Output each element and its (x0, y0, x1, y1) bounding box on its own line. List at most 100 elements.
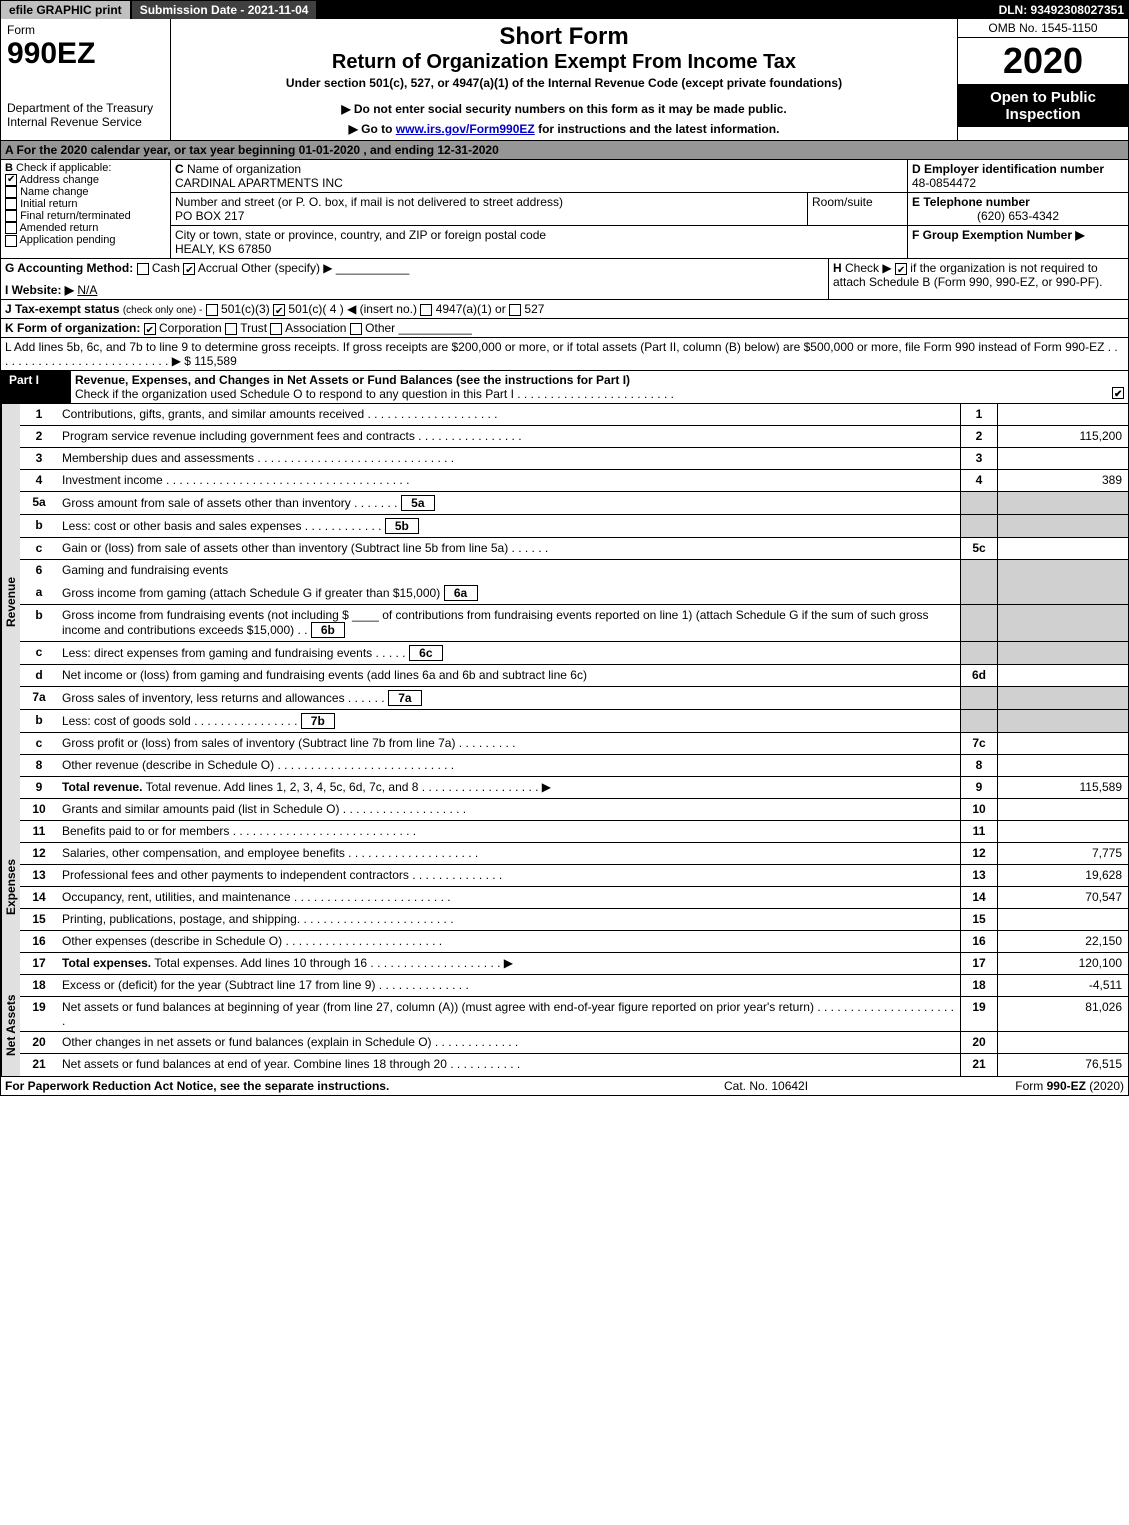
form-990ez: efile GRAPHIC print Submission Date - 20… (0, 0, 1129, 1096)
irs-link[interactable]: www.irs.gov/Form990EZ (396, 122, 535, 136)
line-12-amt: 7,775 (998, 843, 1128, 864)
part1-label: Part I (1, 371, 71, 403)
line-h-label: H (833, 261, 842, 275)
application-pending-label: Application pending (19, 234, 115, 246)
ssn-warning: ▶ Do not enter social security numbers o… (179, 102, 949, 116)
line-6-desc: Gaming and fundraising events (58, 560, 960, 582)
line-4-amt: 389 (998, 470, 1128, 491)
ein-value: 48-0854472 (912, 176, 976, 190)
open-inspection: Open to Public Inspection (958, 85, 1128, 127)
line-3-desc: Membership dues and assessments . . . . … (58, 448, 960, 469)
name-change-checkbox[interactable] (5, 186, 17, 198)
line-17-desc: Total expenses. Add lines 10 through 16 … (154, 956, 513, 970)
line-19-amt: 81,026 (998, 997, 1128, 1031)
submission-date-button[interactable]: Submission Date - 2021-11-04 (132, 1, 317, 19)
line-5c-amt (998, 538, 1128, 559)
association-checkbox[interactable] (270, 323, 282, 335)
line-5b-desc: Less: cost or other basis and sales expe… (62, 519, 381, 533)
address-change-checkbox[interactable] (5, 174, 17, 186)
tax-year: 2020 (958, 38, 1128, 85)
other-method-label: Other (specify) ▶ (241, 261, 332, 275)
line-18-amt: -4,511 (998, 975, 1128, 996)
line-7c-desc: Gross profit or (loss) from sales of inv… (58, 733, 960, 754)
city-label: City or town, state or province, country… (175, 228, 546, 242)
501c-checkbox[interactable] (273, 304, 285, 316)
phone-label: E Telephone number (912, 195, 1030, 209)
irs-label: Internal Revenue Service (7, 115, 164, 129)
line-1-amt (998, 404, 1128, 425)
line-15-amt (998, 909, 1128, 930)
part1-header: Part I Revenue, Expenses, and Changes in… (1, 371, 1128, 404)
footer-left: For Paperwork Reduction Act Notice, see … (5, 1079, 724, 1093)
website-label: I Website: ▶ (5, 283, 74, 297)
line-20-amt (998, 1032, 1128, 1053)
schedule-b-checkbox[interactable] (895, 263, 907, 275)
check-if-applicable: Check if applicable: (16, 162, 111, 174)
accounting-method-label: G Accounting Method: (5, 261, 133, 275)
line-2-amt: 115,200 (998, 426, 1128, 447)
revenue-vertical-label: Revenue (1, 404, 20, 799)
line-21-desc: Net assets or fund balances at end of ye… (58, 1054, 960, 1076)
gross-receipts-amount: 115,589 (194, 354, 237, 368)
line-8-desc: Other revenue (describe in Schedule O) .… (58, 755, 960, 776)
application-pending-checkbox[interactable] (5, 235, 17, 247)
header-block: Form 990EZ Department of the Treasury In… (1, 19, 1128, 141)
line-11-desc: Benefits paid to or for members . . . . … (58, 821, 960, 842)
line-k: K Form of organization: Corporation Trus… (1, 319, 1128, 338)
amended-return-checkbox[interactable] (5, 222, 17, 234)
line-l: L Add lines 5b, 6c, and 7b to line 9 to … (1, 338, 1128, 371)
dln-label: DLN: 93492308027351 (995, 1, 1128, 19)
short-form-title: Short Form (179, 23, 949, 51)
address-change-label: Address change (19, 174, 99, 186)
phone-value: (620) 653-4342 (912, 209, 1124, 223)
line-5c-desc: Gain or (loss) from sale of assets other… (58, 538, 960, 559)
line-7a-desc: Gross sales of inventory, less returns a… (62, 691, 385, 705)
amended-return-label: Amended return (19, 222, 98, 234)
line-7b-desc: Less: cost of goods sold . . . . . . . .… (62, 714, 297, 728)
part1-title: Revenue, Expenses, and Changes in Net As… (75, 373, 630, 387)
street-value: PO BOX 217 (175, 209, 244, 223)
efile-print-button[interactable]: efile GRAPHIC print (1, 1, 130, 19)
omb-number: OMB No. 1545-1150 (958, 19, 1128, 38)
org-name-label: Name of organization (187, 162, 301, 176)
line-20-desc: Other changes in net assets or fund bala… (58, 1032, 960, 1053)
4947-checkbox[interactable] (420, 304, 432, 316)
trust-checkbox[interactable] (225, 323, 237, 335)
net-assets-section: Net Assets 18Excess or (deficit) for the… (1, 975, 1128, 1077)
goto-line: ▶ Go to www.irs.gov/Form990EZ for instru… (179, 122, 949, 136)
line-18-desc: Excess or (deficit) for the year (Subtra… (58, 975, 960, 996)
org-info-block: B Check if applicable: Address change Na… (1, 160, 1128, 259)
final-return-checkbox[interactable] (5, 210, 17, 222)
city-value: HEALY, KS 67850 (175, 242, 271, 256)
schedule-o-checkbox[interactable] (1112, 387, 1124, 399)
cash-checkbox[interactable] (137, 263, 149, 275)
dept-label: Department of the Treasury (7, 101, 164, 115)
website-value: N/A (77, 283, 97, 297)
initial-return-checkbox[interactable] (5, 198, 17, 210)
line-13-amt: 19,628 (998, 865, 1128, 886)
subtitle: Under section 501(c), 527, or 4947(a)(1)… (179, 76, 949, 90)
line-6b-desc1: Gross income from fundraising events (no… (62, 608, 349, 622)
line-5a-desc: Gross amount from sale of assets other t… (62, 496, 397, 510)
part1-check-line: Check if the organization used Schedule … (75, 387, 674, 401)
line-j: J Tax-exempt status (check only one) - 5… (1, 300, 1128, 319)
line-10-amt (998, 799, 1128, 820)
line-7c-amt (998, 733, 1128, 754)
527-checkbox[interactable] (509, 304, 521, 316)
accrual-checkbox[interactable] (183, 263, 195, 275)
line-a: A For the 2020 calendar year, or tax yea… (1, 141, 1128, 160)
line-6d-desc: Net income or (loss) from gaming and fun… (58, 665, 960, 686)
line-16-amt: 22,150 (998, 931, 1128, 952)
line-11-amt (998, 821, 1128, 842)
net-assets-vertical-label: Net Assets (1, 975, 20, 1076)
501c3-checkbox[interactable] (206, 304, 218, 316)
other-org-checkbox[interactable] (350, 323, 362, 335)
top-bar: efile GRAPHIC print Submission Date - 20… (1, 1, 1128, 19)
main-title: Return of Organization Exempt From Incom… (179, 51, 949, 74)
line-21-amt: 76,515 (998, 1054, 1128, 1076)
corporation-checkbox[interactable] (144, 323, 156, 335)
line-16-desc: Other expenses (describe in Schedule O) … (58, 931, 960, 952)
accrual-label: Accrual (198, 261, 238, 275)
org-name: CARDINAL APARTMENTS INC (175, 176, 343, 190)
expenses-section: Expenses 10Grants and similar amounts pa… (1, 799, 1128, 975)
